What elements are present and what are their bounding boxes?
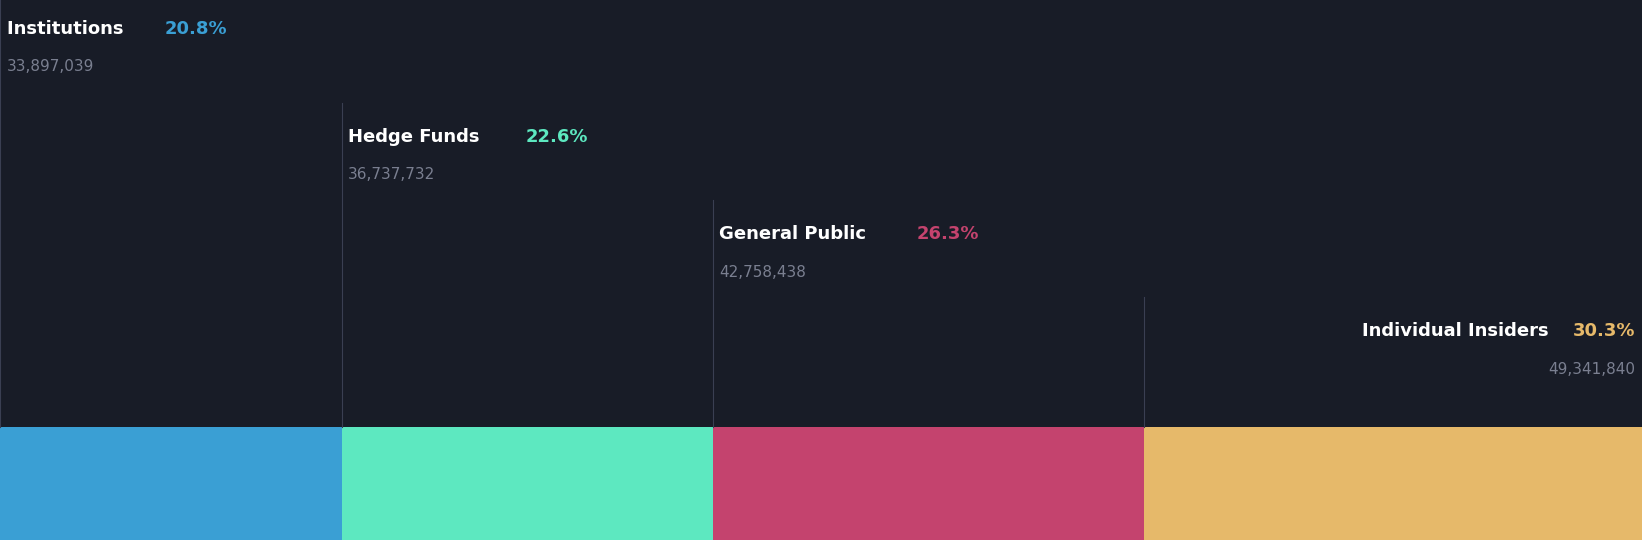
Text: 20.8%: 20.8%	[164, 20, 228, 38]
Text: 30.3%: 30.3%	[1573, 322, 1635, 340]
Bar	[713, 427, 1144, 540]
Text: 36,737,732: 36,737,732	[348, 167, 435, 183]
Text: 49,341,840: 49,341,840	[1548, 362, 1635, 377]
Text: General Public: General Public	[719, 225, 872, 243]
Text: 33,897,039: 33,897,039	[7, 59, 94, 75]
Text: 26.3%: 26.3%	[916, 225, 979, 243]
Bar	[342, 427, 713, 540]
Text: Individual Insiders: Individual Insiders	[1361, 322, 1555, 340]
Bar	[1144, 427, 1642, 540]
Text: 42,758,438: 42,758,438	[719, 265, 806, 280]
Text: 22.6%: 22.6%	[525, 128, 588, 146]
Text: Hedge Funds: Hedge Funds	[348, 128, 486, 146]
Text: Institutions: Institutions	[7, 20, 130, 38]
Bar	[0, 427, 342, 540]
